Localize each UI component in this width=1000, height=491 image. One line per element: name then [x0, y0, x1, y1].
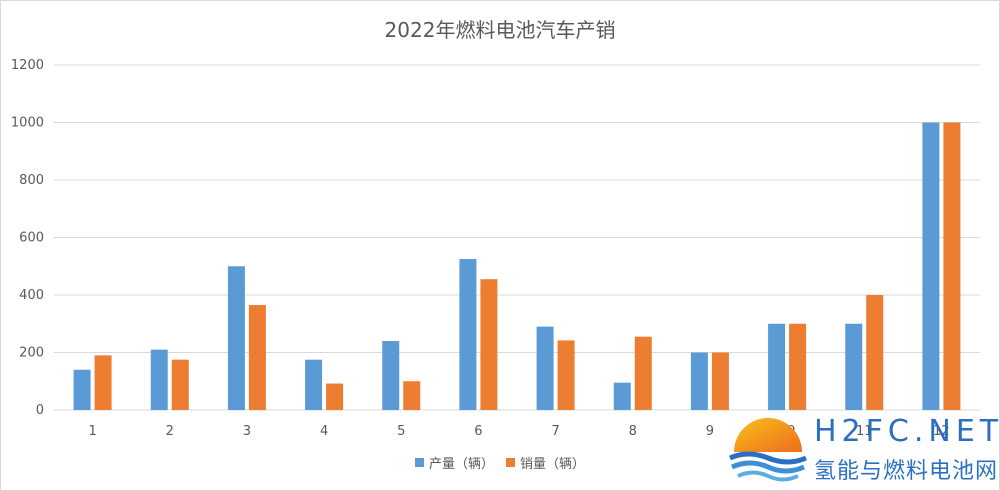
bar-production-8	[613, 382, 631, 410]
bar-production-11	[845, 323, 863, 410]
bar-production-1	[73, 369, 91, 410]
bar-production-2	[150, 349, 168, 410]
chart-title: 2022年燃料电池汽车产销	[384, 18, 616, 42]
bar-sales-3	[248, 305, 266, 410]
bar-production-6	[459, 259, 477, 410]
x-tick-label: 5	[397, 424, 405, 439]
x-tick-label: 9	[706, 424, 714, 439]
bar-sales-10	[789, 323, 807, 410]
watermark: H2FC.NET 氢能与燃料电池网	[722, 408, 998, 488]
watermark-brand: H2FC.NET	[814, 414, 1000, 449]
bar-sales-9	[711, 352, 729, 410]
y-tick-label: 1000	[11, 116, 44, 131]
legend-label: 产量（辆）	[428, 457, 494, 472]
legend-item: 销量（辆）	[506, 453, 585, 472]
bar-production-4	[305, 359, 323, 410]
bar-sales-5	[403, 381, 421, 410]
y-tick-label: 0	[36, 403, 44, 418]
y-tick-label: 200	[19, 346, 44, 361]
bar-sales-8	[634, 336, 652, 410]
x-tick-label: 12	[933, 424, 950, 439]
sun-waves-logo-icon	[728, 418, 808, 482]
x-tick-label: 4	[320, 424, 328, 439]
y-tick-label: 600	[19, 231, 44, 246]
gridlines	[54, 64, 980, 411]
y-tick-label: 1200	[11, 58, 44, 73]
bar-production-12	[922, 122, 940, 410]
bar-sales-11	[866, 295, 884, 410]
bar-production-5	[382, 341, 400, 410]
x-tick-label: 1	[88, 424, 96, 439]
bar-sales-4	[326, 383, 344, 410]
y-tick-label: 800	[19, 173, 44, 188]
legend-swatch	[506, 458, 515, 467]
bars	[73, 122, 961, 410]
bar-production-3	[227, 266, 245, 410]
x-tick-label: 2	[166, 424, 174, 439]
x-tick-label: 11	[856, 424, 873, 439]
x-tick-label: 3	[243, 424, 251, 439]
x-tick-label: 8	[629, 424, 637, 439]
y-tick-label: 400	[19, 288, 44, 303]
x-tick-label: 6	[474, 424, 482, 439]
bar-production-7	[536, 326, 554, 410]
legend-swatch	[414, 458, 424, 467]
bar-production-10	[768, 323, 786, 410]
bar-sales-6	[480, 279, 498, 410]
legend-label: 销量（辆）	[520, 457, 586, 472]
x-tick-label: 7	[551, 424, 559, 439]
bar-sales-7	[557, 340, 575, 410]
y-axis-ticks: 0 200 400 600 800 1000 1200	[11, 58, 44, 418]
watermark-subtitle: 氢能与燃料电池网	[814, 459, 999, 484]
bar-production-9	[690, 352, 708, 410]
bar-sales-12	[943, 122, 961, 410]
bar-sales-1	[94, 355, 112, 410]
legend: 产量（辆） 销量（辆）	[0, 453, 1000, 472]
legend-item: 产量（辆）	[414, 453, 494, 472]
bar-sales-2	[171, 359, 189, 410]
